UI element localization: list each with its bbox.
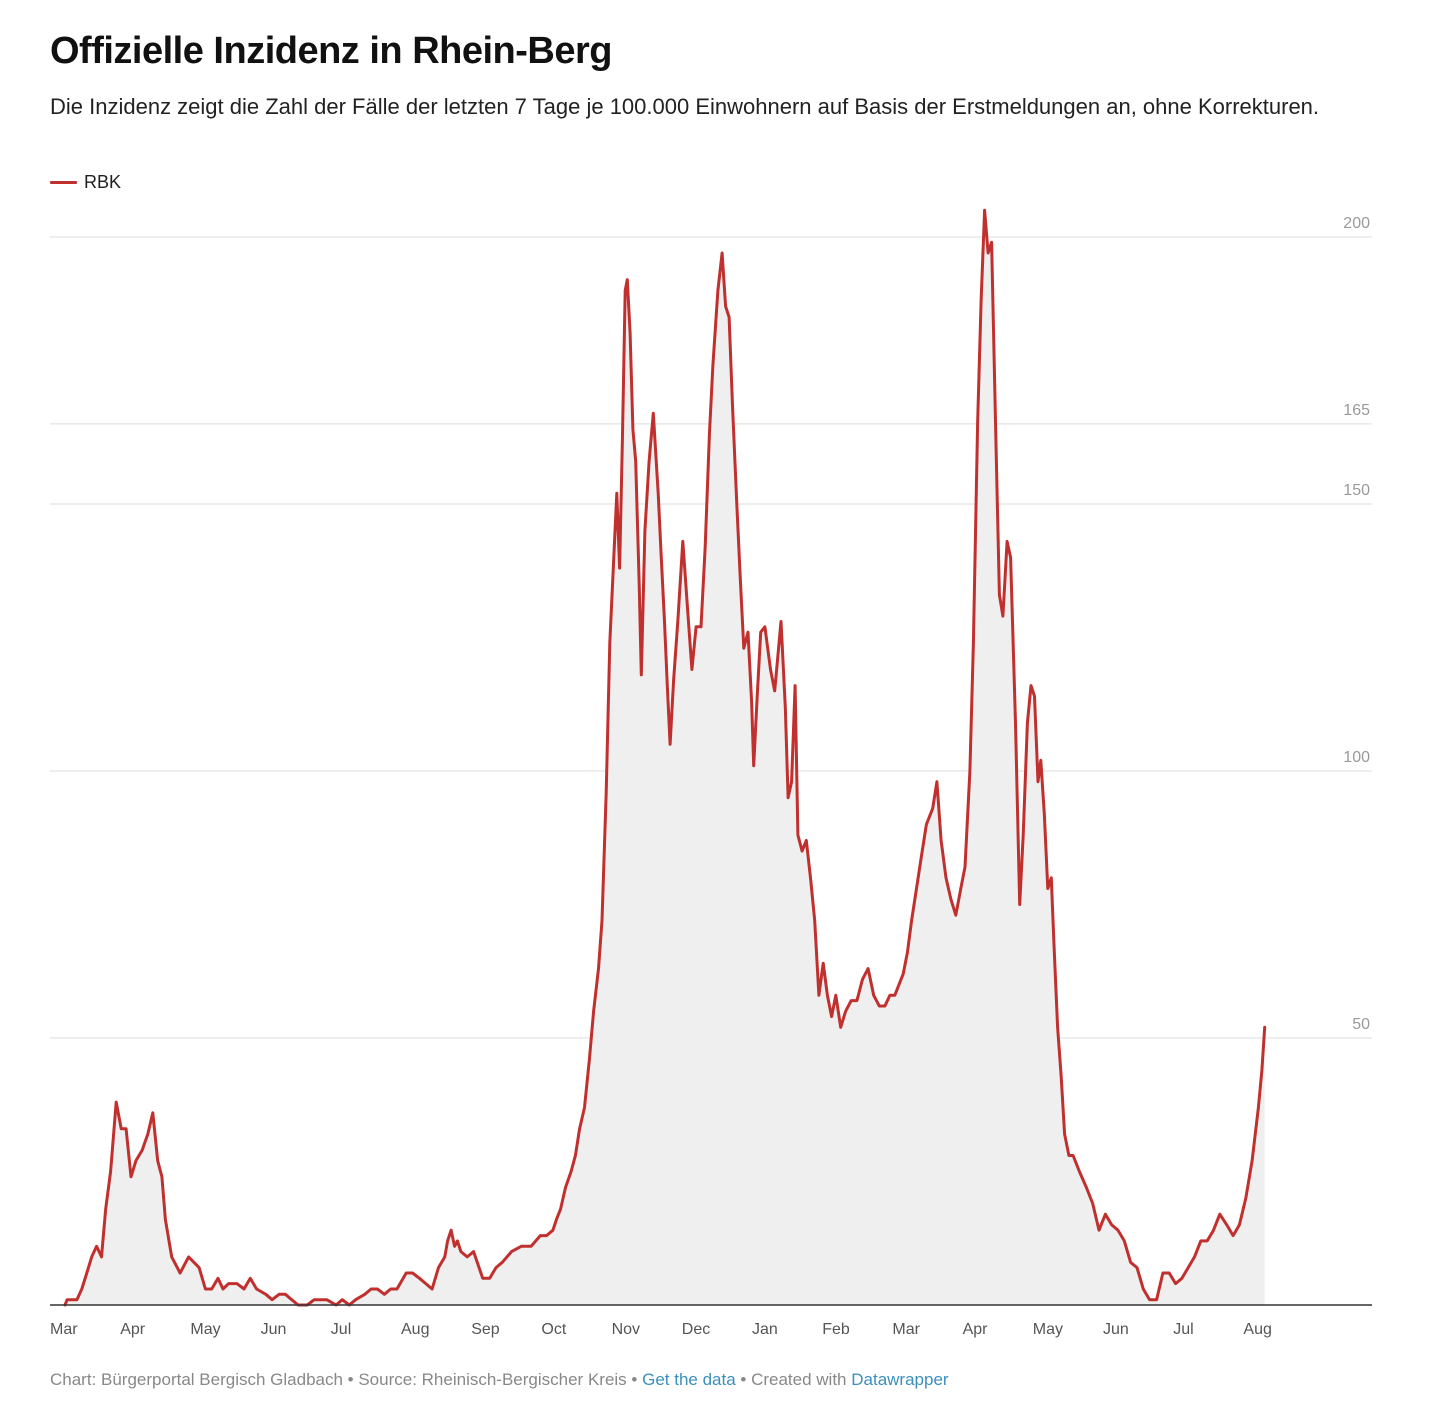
x-tick-label: Aug	[1243, 1321, 1271, 1338]
x-tick-label: Mar	[892, 1321, 920, 1338]
y-tick-label: 200	[1343, 215, 1370, 232]
x-tick-label: Mar	[50, 1321, 78, 1338]
x-tick-label: Apr	[120, 1321, 146, 1338]
y-tick-label: 100	[1343, 749, 1370, 766]
legend-swatch-rbk	[50, 181, 77, 184]
chart-subtitle: Die Inzidenz zeigt die Zahl der Fälle de…	[50, 94, 1320, 119]
x-tick-label: Jun	[1103, 1321, 1129, 1338]
legend: RBK	[50, 172, 121, 193]
x-tick-label: Jun	[261, 1321, 287, 1338]
y-tick-label: 165	[1343, 402, 1370, 419]
footer-separator: • Created with	[735, 1370, 852, 1389]
x-tick-label: May	[190, 1321, 220, 1338]
x-tick-label: Feb	[822, 1321, 850, 1338]
chart-title: Offizielle Inzidenz in Rhein-Berg	[50, 30, 612, 72]
datawrapper-link[interactable]: Datawrapper	[851, 1370, 949, 1389]
footer-separator: •	[342, 1370, 359, 1389]
legend-label-rbk: RBK	[84, 172, 122, 192]
x-tick-label: Dec	[682, 1321, 710, 1338]
x-tick-label: Jan	[752, 1321, 778, 1338]
x-tick-label: Oct	[541, 1321, 566, 1338]
x-tick-label: Jul	[1173, 1321, 1193, 1338]
series-area-rbk	[65, 210, 1265, 1305]
get-the-data-link[interactable]: Get the data	[642, 1370, 736, 1389]
x-tick-label: Aug	[401, 1321, 429, 1338]
y-tick-label: 50	[1352, 1016, 1370, 1033]
incidence-chart: 200 165 150 100 50 Mar Apr May Jun Jul Aug Sep Oct No…	[50, 208, 1372, 1338]
x-tick-label: Sep	[471, 1321, 500, 1338]
footer-source: Source: Rheinisch-Bergischer Kreis	[358, 1370, 627, 1389]
x-tick-label: Apr	[963, 1321, 989, 1338]
chart-footer: Chart: Bürgerportal Bergisch Gladbach • …	[50, 1370, 949, 1390]
y-tick-label: 150	[1343, 482, 1370, 499]
x-tick-label: May	[1033, 1321, 1063, 1338]
x-tick-label: Nov	[612, 1321, 640, 1338]
footer-separator: •	[626, 1370, 643, 1389]
footer-chart-credit: Chart: Bürgerportal Bergisch Gladbach	[50, 1370, 343, 1389]
x-tick-label: Jul	[331, 1321, 351, 1338]
